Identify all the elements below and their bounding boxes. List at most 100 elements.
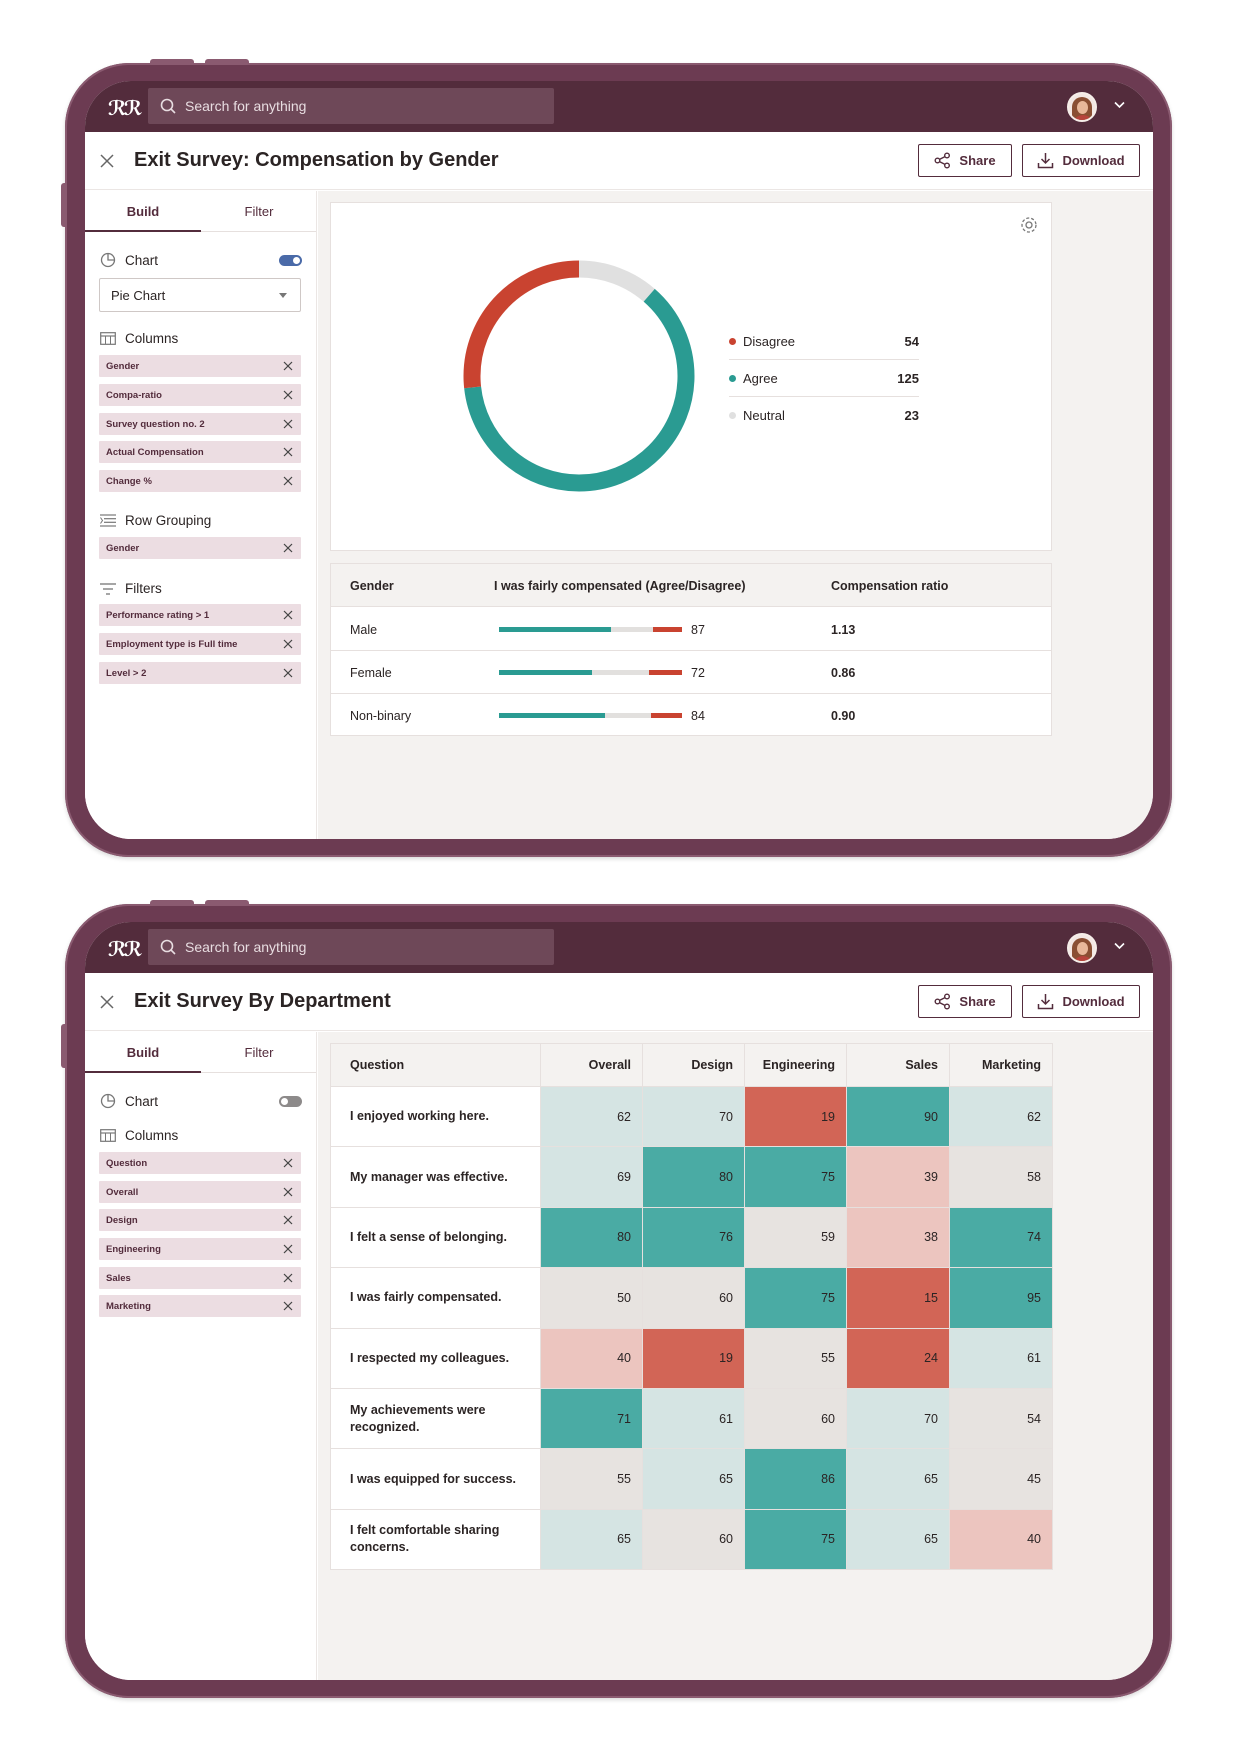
remove-icon[interactable] <box>283 476 293 486</box>
remove-icon[interactable] <box>283 1187 293 1197</box>
remove-icon[interactable] <box>283 610 293 620</box>
column-header: Compensation ratio <box>831 579 949 593</box>
question-cell: My achievements were recognized. <box>330 1387 541 1450</box>
chip-label: Gender <box>106 542 140 554</box>
close-icon[interactable] <box>100 995 114 1009</box>
tab-build[interactable]: Build <box>126 1045 160 1060</box>
score-cell: 59 <box>744 1206 847 1269</box>
question-cell: I felt comfortable sharing concerns. <box>330 1508 541 1571</box>
remove-icon[interactable] <box>283 447 293 457</box>
column-chip[interactable]: Marketing <box>99 1295 301 1317</box>
score-cell: 69 <box>540 1146 643 1208</box>
filter-chip[interactable]: Performance rating > 1 <box>99 604 301 626</box>
legend-dot <box>729 374 736 382</box>
chevron-down-icon[interactable] <box>1114 942 1125 950</box>
device-button <box>205 900 249 906</box>
tab-build[interactable]: Build <box>126 204 160 219</box>
remove-icon[interactable] <box>283 390 293 400</box>
score-cell: 62 <box>949 1085 1053 1148</box>
remove-icon[interactable] <box>283 668 293 678</box>
remove-icon[interactable] <box>283 1273 293 1283</box>
share-button[interactable]: Share <box>918 144 1012 177</box>
download-button[interactable]: Download <box>1022 144 1140 177</box>
columns-label: Columns <box>125 1128 179 1143</box>
legend-item-neutral: Neutral 23 <box>729 397 919 434</box>
column-chip[interactable]: Overall <box>99 1181 301 1203</box>
chart-label: Chart <box>125 1093 159 1109</box>
donut-chart <box>463 260 695 492</box>
columns-section-header: Columns <box>100 1128 178 1143</box>
chip-label: Compa-ratio <box>106 389 162 401</box>
remove-icon[interactable] <box>283 361 293 371</box>
score-cell: 39 <box>846 1146 950 1208</box>
column-header: Question <box>330 1043 541 1087</box>
remove-icon[interactable] <box>283 543 293 553</box>
agree-fill <box>499 670 593 675</box>
chip-label: Question <box>106 1157 148 1169</box>
chip-label: Design <box>106 1214 138 1226</box>
user-avatar[interactable] <box>1067 92 1097 122</box>
column-chip[interactable]: Compa-ratio <box>99 384 301 406</box>
column-chip[interactable]: Sales <box>99 1267 301 1289</box>
user-avatar[interactable] <box>1067 933 1097 963</box>
table-row: My manager was effective. 69 80 75 39 58 <box>330 1146 1053 1208</box>
download-icon <box>1038 153 1054 169</box>
column-chip[interactable]: Survey question no. 2 <box>99 413 301 435</box>
search-icon <box>160 939 176 955</box>
chart-section-header: Chart <box>100 1093 158 1109</box>
tab-filter[interactable]: Filter <box>244 1045 274 1060</box>
legend-label: Disagree <box>743 333 796 349</box>
column-chip[interactable]: Change % <box>99 470 301 492</box>
score-cell: 19 <box>744 1085 847 1148</box>
score-cell: 60 <box>744 1387 847 1450</box>
score-cell: 76 <box>642 1206 745 1269</box>
remove-icon[interactable] <box>283 639 293 649</box>
column-chip[interactable]: Design <box>99 1209 301 1231</box>
score-cell: 80 <box>540 1206 643 1269</box>
download-button[interactable]: Download <box>1022 985 1140 1018</box>
filter-chip[interactable]: Employment type is Full time <box>99 633 301 655</box>
remove-icon[interactable] <box>283 1215 293 1225</box>
share-label: Share <box>959 994 996 1009</box>
active-tab-indicator <box>85 1071 201 1073</box>
filter-chip[interactable]: Level > 2 <box>99 662 301 684</box>
search-input[interactable]: Search for anything <box>148 929 554 965</box>
filter-icon <box>100 582 116 595</box>
share-button[interactable]: Share <box>918 985 1012 1018</box>
score-cell: 58 <box>949 1146 1053 1208</box>
tab-filter[interactable]: Filter <box>244 204 274 219</box>
agree-disagree-bar <box>499 670 682 675</box>
columns-icon <box>100 1129 116 1142</box>
compensation-table: Gender I was fairly compensated (Agree/D… <box>330 563 1052 736</box>
legend-value: 125 <box>897 370 919 386</box>
column-chip[interactable]: Question <box>99 1152 301 1174</box>
chart-type-select[interactable]: Pie Chart <box>99 278 301 312</box>
score-cell: 40 <box>949 1508 1053 1571</box>
filters-section-header: Filters <box>100 581 162 596</box>
chevron-down-icon[interactable] <box>1114 101 1125 109</box>
score-cell: 61 <box>949 1327 1053 1389</box>
device-button <box>61 183 67 227</box>
column-chip[interactable]: Engineering <box>99 1238 301 1260</box>
score-cell: 15 <box>846 1267 950 1329</box>
settings-gear-icon[interactable] <box>1020 216 1038 234</box>
remove-icon[interactable] <box>283 1158 293 1168</box>
search-input[interactable]: Search for anything <box>148 88 554 124</box>
column-header: Design <box>642 1043 745 1087</box>
pie-chart-icon <box>100 1093 116 1109</box>
app-logo[interactable]: ℛℛ <box>108 939 143 961</box>
chart-toggle[interactable] <box>279 1096 302 1107</box>
remove-icon[interactable] <box>283 1301 293 1311</box>
question-cell: I felt a sense of belonging. <box>330 1206 541 1269</box>
row-grouping-chip[interactable]: Gender <box>99 537 301 559</box>
chart-toggle[interactable] <box>279 255 302 266</box>
column-chip[interactable]: Actual Compensation <box>99 441 301 463</box>
table-row: I felt comfortable sharing concerns. 65 60… <box>330 1508 1053 1571</box>
chart-section-header: Chart <box>100 252 158 268</box>
remove-icon[interactable] <box>283 419 293 429</box>
column-chip[interactable]: Gender <box>99 355 301 377</box>
remove-icon[interactable] <box>283 1244 293 1254</box>
chart-card: Disagree 54 Agree 125 Neutral 23 <box>330 202 1052 551</box>
close-icon[interactable] <box>100 154 114 168</box>
app-logo[interactable]: ℛℛ <box>108 98 143 120</box>
